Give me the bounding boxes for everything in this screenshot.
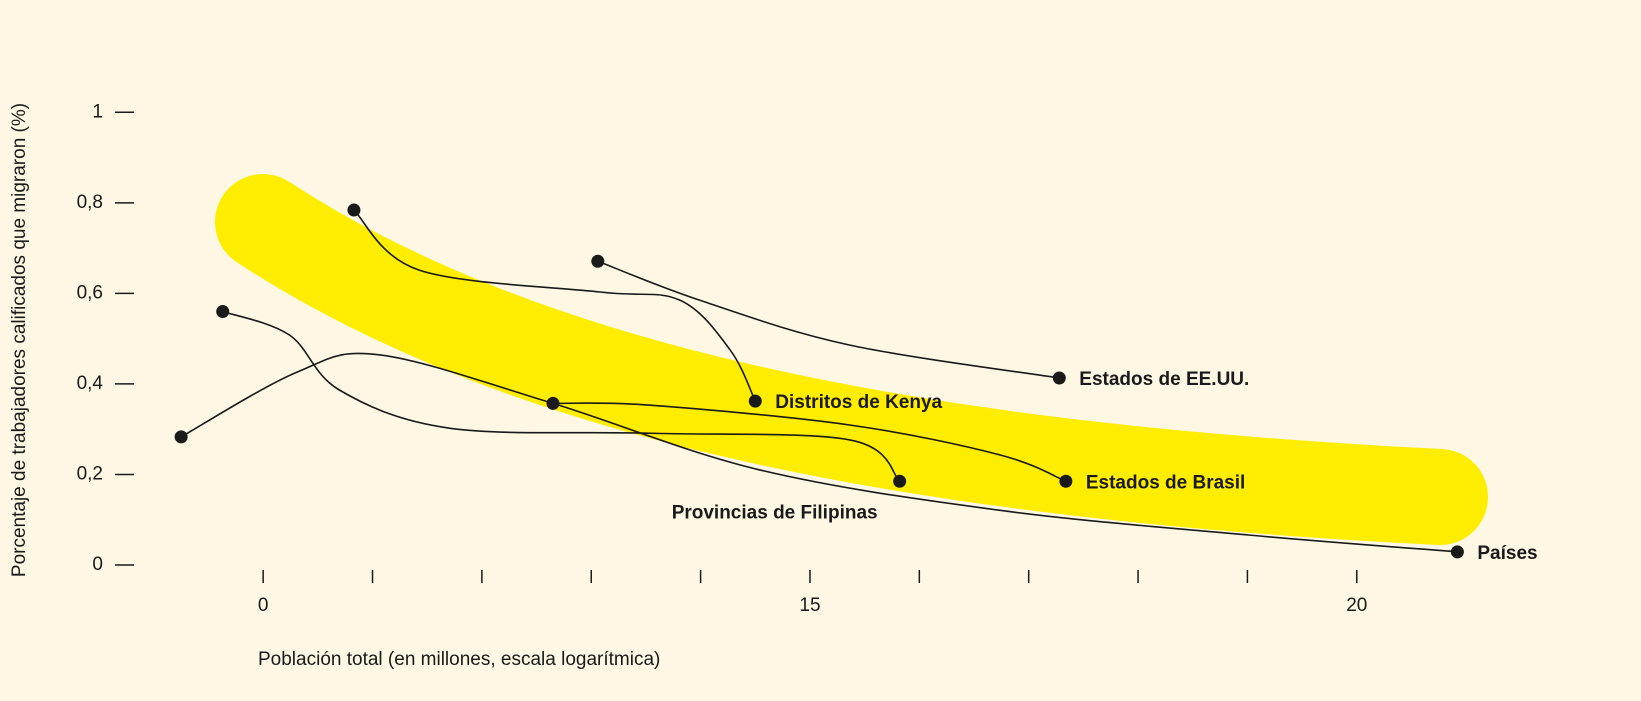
series-line	[597, 260, 1060, 379]
point	[546, 396, 560, 410]
point	[893, 474, 907, 488]
x-tick-label: 15	[799, 595, 820, 616]
y-tick-label: 1	[92, 101, 103, 122]
series-label: Países	[1477, 543, 1537, 564]
series-line	[353, 209, 757, 402]
point	[748, 394, 762, 408]
point	[174, 430, 188, 444]
y-tick-label: 0,8	[77, 192, 103, 213]
point	[591, 254, 605, 268]
trend-band	[215, 174, 1488, 545]
series-label: Estados de Brasil	[1086, 472, 1245, 493]
y-axis-title: Porcentaje de trabajadores calificados q…	[9, 103, 30, 577]
x-tick-label: 20	[1346, 595, 1367, 616]
point	[1052, 371, 1066, 385]
series-label: Estados de EE.UU.	[1079, 369, 1249, 390]
point	[1059, 474, 1073, 488]
y-tick-label: 0,4	[77, 373, 104, 394]
series-line	[552, 402, 1067, 482]
x-axis-title: Población total (en millones, escala log…	[258, 649, 660, 670]
series-line	[180, 352, 1458, 553]
series-label: Provincias de Filipinas	[672, 502, 878, 523]
x-tick-label: 0	[258, 595, 269, 616]
y-tick-label: 0,2	[77, 463, 103, 484]
series-label: Distritos de Kenya	[775, 392, 942, 413]
point	[347, 203, 361, 217]
point	[216, 304, 230, 318]
point	[1450, 545, 1464, 559]
y-tick-label: 0,6	[77, 282, 103, 303]
series-line	[222, 310, 901, 482]
y-tick-label: 0	[92, 554, 103, 575]
